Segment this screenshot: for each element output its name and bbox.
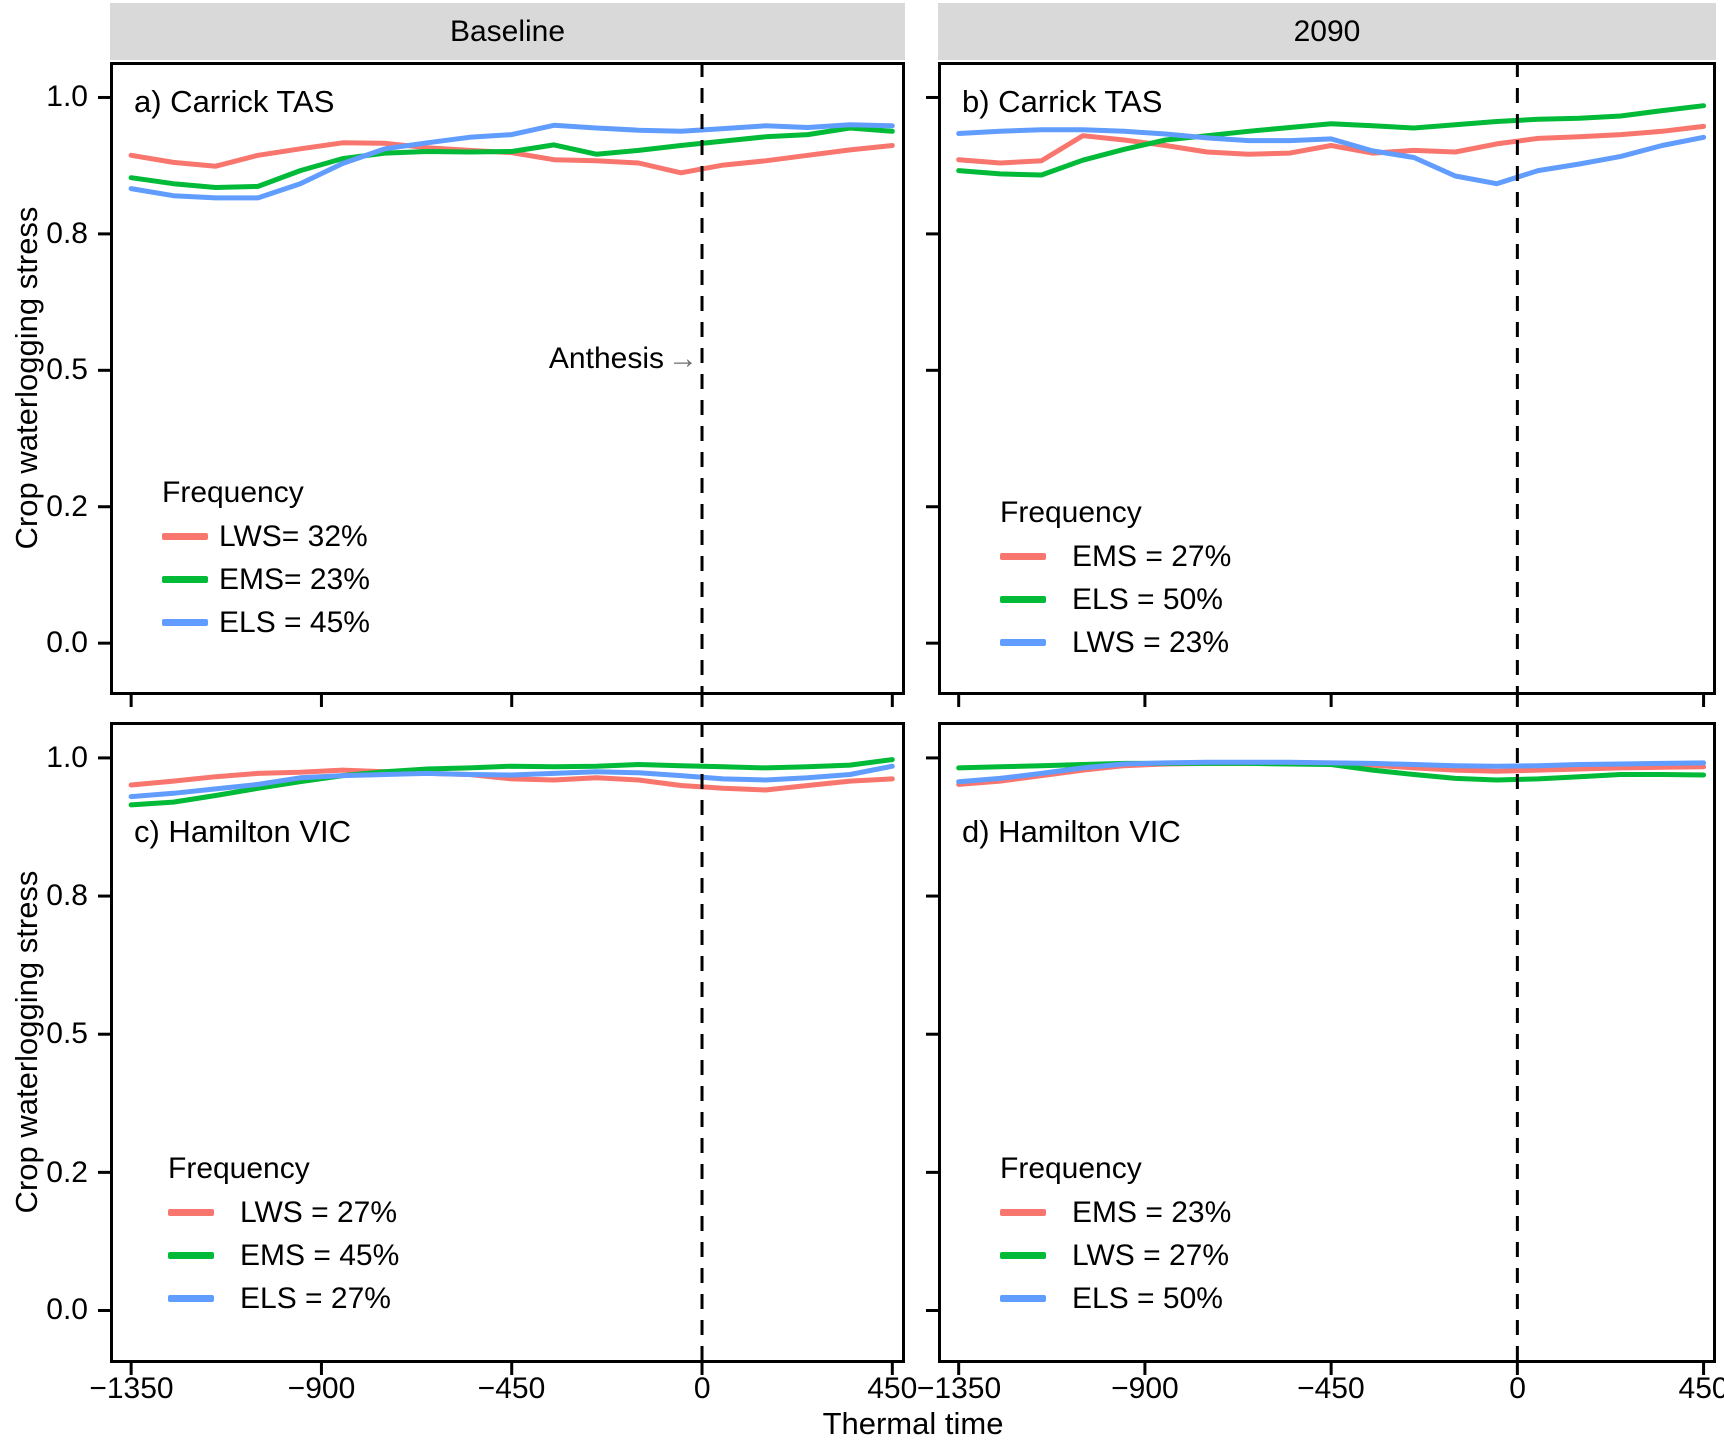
legend-key-blue [1000,639,1046,646]
legend-item-lws: LWS= 32% [162,520,370,553]
x-tick-label: 0 [1509,1372,1526,1405]
y-tick-label: 1.0 [46,740,88,774]
panel-a-plot [98,62,905,707]
facet-strip-baseline: Baseline [110,3,905,60]
facet-strip-2090-label: 2090 [1293,14,1361,48]
panel-d-hamilton-vic-2090: d) Hamilton VIC Frequency EMS = 23% LWS … [926,722,1716,1375]
legend-item-ems: EMS = 23% [1000,1196,1231,1229]
panel-c-label: c) Hamilton VIC [134,814,352,849]
legend-item-label: LWS= 32% [219,519,368,553]
legend-key-green [1000,596,1046,603]
anthesis-arrow-icon: → [668,342,698,375]
legend-item-label: LWS = 27% [240,1195,398,1229]
legend-item-els: ELS = 45% [162,606,370,639]
legend-item-label: ELS = 50% [1072,1281,1223,1315]
x-tick-label: −450 [477,1372,546,1405]
x-tick-label: 450 [867,1372,918,1405]
x-tick-label: −450 [1297,1372,1365,1405]
legend-item-label: EMS = 27% [1072,539,1232,573]
y-tick-label: 0.5 [46,353,88,387]
anthesis-annotation: Anthesis → [549,342,698,376]
legend-item-ems: EMS = 27% [1000,540,1231,573]
panel-c-legend: Frequency LWS = 27% EMS = 45% ELS = 27% [168,1152,399,1315]
x-axis-title: Thermal time [822,1406,1004,1441]
legend-item-els: ELS = 27% [168,1282,399,1315]
x-tick-label: −1350 [916,1372,1002,1405]
legend-item-label: ELS = 45% [219,605,370,639]
panel-a-legend: Frequency LWS= 32% EMS= 23% ELS = 45% [162,476,370,639]
legend-key-red [168,1209,214,1216]
y-tick-label: 0.2 [46,1155,88,1189]
y-tick-label: 0.8 [46,879,88,913]
legend-key-red [1000,1209,1046,1216]
legend-item-ems: EMS= 23% [162,563,370,596]
facet-strip-2090: 2090 [938,3,1716,60]
legend-item-lws: LWS = 23% [1000,626,1231,659]
legend-key-blue [1000,1295,1046,1302]
y-tick-label: 0.5 [46,1017,88,1051]
panel-b-legend: Frequency EMS = 27% ELS = 50% LWS = 23% [1000,496,1231,659]
legend-key-blue [162,619,208,626]
legend-key-green [1000,1252,1046,1259]
panel-b-label: b) Carrick TAS [962,84,1163,119]
panel-c-plot [98,722,905,1375]
x-tick-label: −900 [1111,1372,1179,1405]
legend-item-lws: LWS = 27% [1000,1239,1231,1272]
y-tick-label: 0.2 [46,489,88,523]
x-tick-label: 450 [1678,1372,1724,1405]
y-tick-label: 0.0 [46,626,88,660]
legend-item-label: ELS = 50% [1072,582,1223,616]
panel-b-plot [926,62,1716,707]
panel-d-plot [926,722,1716,1375]
legend-title: Frequency [1000,496,1142,529]
y-axis-ticks-bottom-row: 1.0 0.8 0.5 0.2 0.0 [0,722,96,1363]
panel-d-label: d) Hamilton VIC [962,814,1181,849]
legend-item-lws: LWS = 27% [168,1196,399,1229]
y-axis-ticks-top-row: 1.0 0.8 0.5 0.2 0.0 [0,62,96,695]
legend-key-green [162,576,208,583]
x-axis-ticks-left-column: −1350 −900 −450 0 450 [89,1372,917,1412]
y-tick-label: 0.8 [46,217,88,251]
legend-item-els: ELS = 50% [1000,583,1231,616]
legend-title: Frequency [168,1152,310,1185]
panel-c-hamilton-vic-baseline: c) Hamilton VIC Frequency LWS = 27% EMS … [98,722,905,1375]
facet-strip-baseline-label: Baseline [449,14,566,48]
x-axis-ticks-right-column: −1350 −900 −450 0 450 [917,1372,1724,1412]
legend-key-blue [168,1295,214,1302]
panel-b-carrick-tas-2090: b) Carrick TAS Frequency EMS = 27% ELS =… [926,62,1716,707]
panel-d-legend: Frequency EMS = 23% LWS = 27% ELS = 50% [1000,1152,1231,1315]
legend-key-red [162,533,208,540]
x-tick-label: 0 [693,1372,711,1405]
legend-key-green [168,1252,214,1259]
legend-item-label: LWS = 27% [1072,1238,1230,1272]
x-tick-label: −900 [287,1372,356,1405]
legend-item-label: EMS = 45% [240,1238,400,1272]
legend-item-label: EMS= 23% [219,562,370,596]
y-tick-label: 0.0 [46,1293,88,1327]
legend-title: Frequency [162,476,304,509]
legend-title: Frequency [1000,1152,1142,1185]
legend-item-label: ELS = 27% [240,1281,391,1315]
legend-key-red [1000,553,1046,560]
anthesis-text: Anthesis [548,342,664,375]
y-tick-label: 1.0 [46,80,88,114]
legend-item-ems: EMS = 45% [168,1239,399,1272]
panel-a-carrick-tas-baseline: a) Carrick TAS Anthesis → Frequency LWS= … [98,62,905,707]
panel-a-label: a) Carrick TAS [134,84,335,119]
legend-item-label: EMS = 23% [1072,1195,1232,1229]
legend-item-els: ELS = 50% [1000,1282,1231,1315]
x-tick-label: −1350 [89,1372,174,1405]
legend-item-label: LWS = 23% [1072,625,1230,659]
